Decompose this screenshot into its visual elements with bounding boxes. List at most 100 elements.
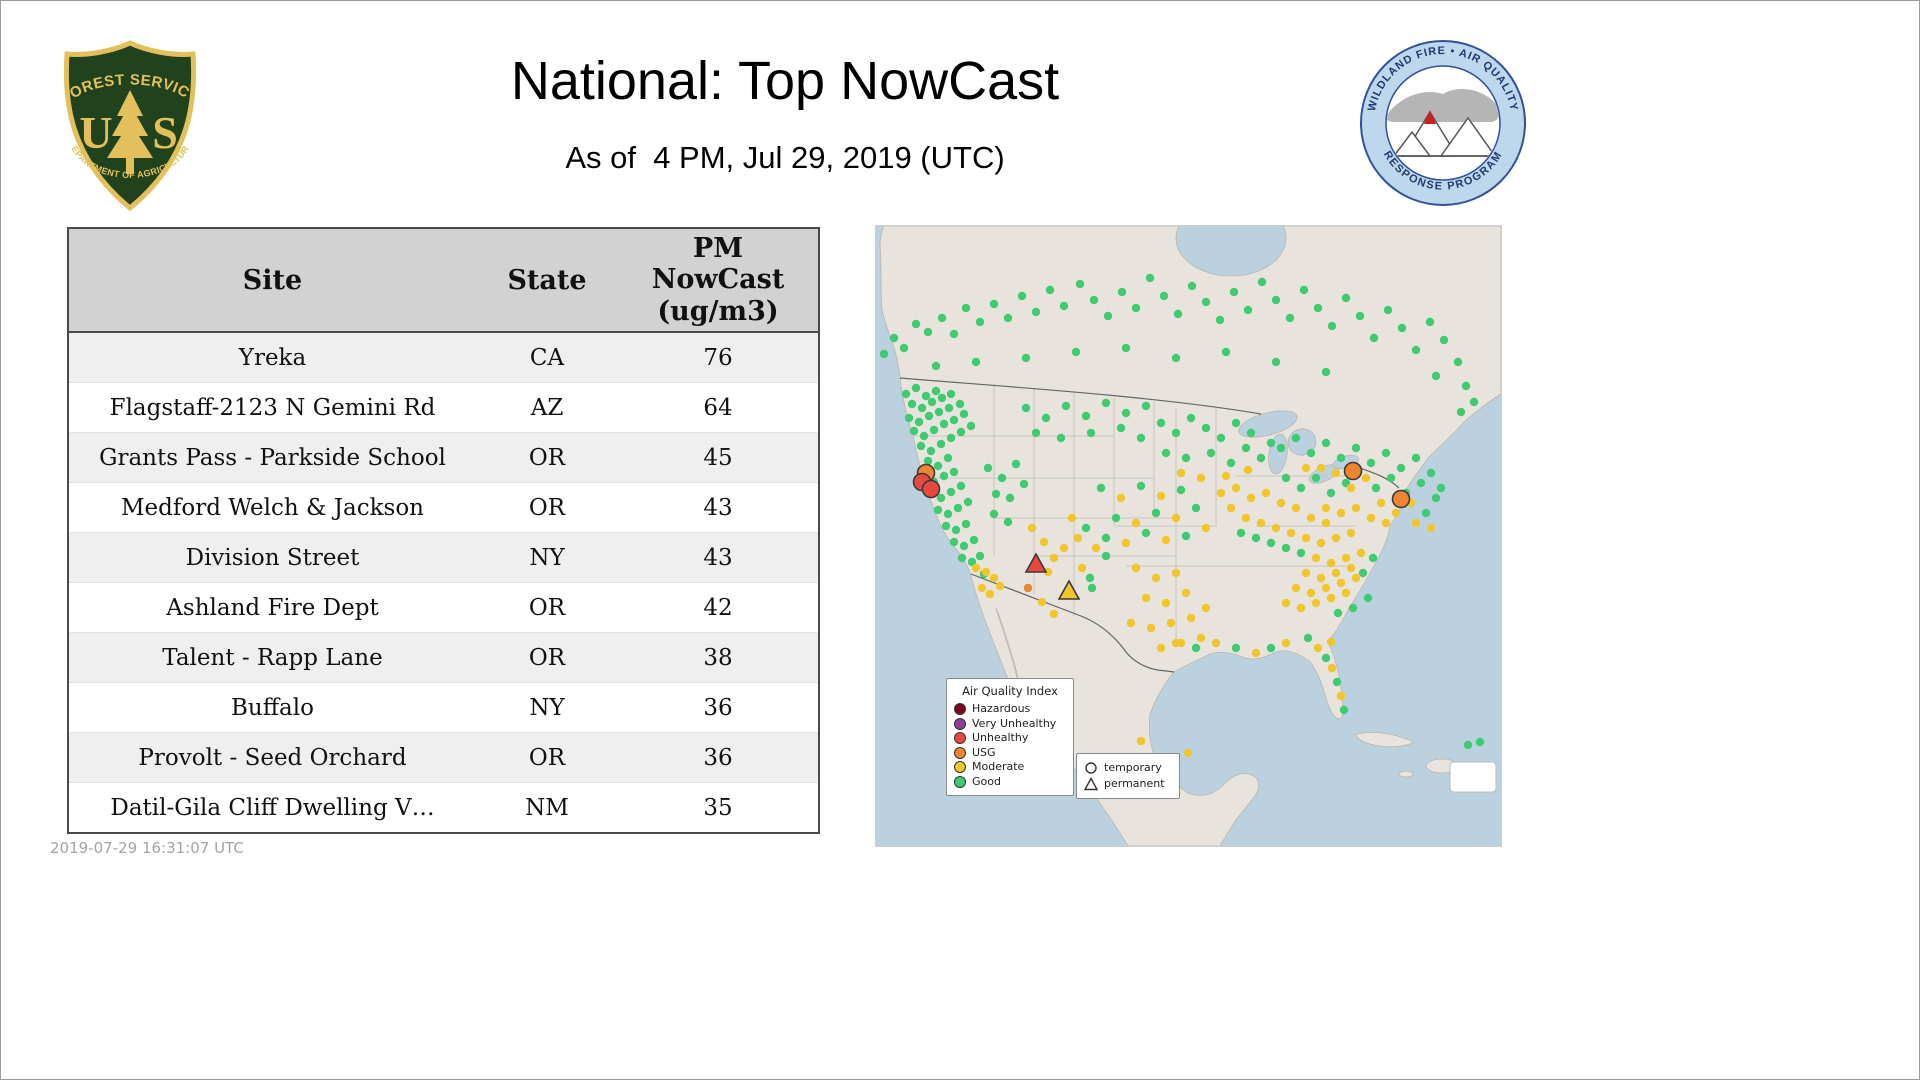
aqi-dot: [1411, 453, 1421, 463]
aqi-dot: [937, 313, 947, 323]
aqi-dot: [1251, 648, 1261, 658]
aqi-dot: [943, 509, 953, 519]
aqi-dot: [1181, 588, 1191, 598]
unhealthy-swatch-icon: [954, 732, 966, 745]
aqi-dot: [1041, 413, 1051, 423]
aqi-dot: [919, 431, 929, 441]
aqi-dot: [1286, 528, 1296, 538]
aqi-dot: [1181, 531, 1191, 541]
map-dots-layer: [879, 273, 1485, 763]
aqi-dot: [1271, 523, 1281, 533]
value-cell: 43: [618, 482, 819, 533]
aqi-dot: [1021, 403, 1031, 413]
aqi-dot: [1346, 563, 1356, 573]
aqi-dot: [923, 327, 933, 337]
aqi-dot: [924, 411, 934, 421]
aqi-dot: [1276, 498, 1286, 508]
column-header-state: State: [476, 227, 618, 333]
aqi-dot: [1067, 513, 1077, 523]
usfs-letter-s: S: [152, 107, 178, 158]
legend-label: Good: [972, 774, 1001, 788]
table-row: Datil-Gila Cliff Dwelling V… NM 35: [68, 782, 819, 834]
state-cell: CA: [476, 332, 618, 383]
aqi-dot: [1186, 613, 1196, 623]
site-cell: Datil-Gila Cliff Dwelling V…: [68, 782, 476, 834]
aqi-dot: [961, 519, 971, 529]
aqi-dot: [1136, 481, 1146, 491]
logo-inner-circle: [1385, 65, 1501, 181]
top-site-triangle-marker: [1024, 552, 1048, 573]
aqi-dot: [1425, 317, 1435, 327]
legend-label: Unhealthy: [972, 731, 1029, 744]
aqi-dot: [1226, 458, 1236, 468]
aqi-dot: [1141, 401, 1151, 411]
aqi-dot: [1045, 285, 1055, 295]
aqi-dot: [975, 317, 985, 327]
hudson-bay: [1175, 226, 1287, 277]
table-row: Talent - Rapp Lane OR 38: [68, 632, 819, 683]
aqi-dot: [1366, 458, 1376, 468]
aqi-dot: [1316, 538, 1326, 548]
aqi-dot: [967, 557, 977, 567]
aqi-dot: [1351, 443, 1361, 453]
aqi-dot: [914, 417, 924, 427]
aqi-dot: [957, 553, 967, 563]
aqi-dot: [1311, 553, 1321, 563]
aqi-dot: [1463, 740, 1473, 750]
aqi-dot: [1281, 598, 1291, 608]
aqi-dot: [1356, 548, 1366, 558]
aqi-dot: [1453, 357, 1463, 367]
aqi-dot: [1037, 597, 1047, 607]
aqi-dot: [1101, 551, 1111, 561]
value-cell: 36: [618, 682, 819, 733]
state-cell: OR: [476, 732, 618, 783]
aqi-dot: [879, 349, 889, 359]
aqi-dot: [909, 426, 919, 436]
aqi-dot: [1311, 473, 1321, 483]
aqi-dot: [1397, 323, 1407, 333]
aqi-dot: [1311, 598, 1321, 608]
aqi-dot: [1231, 483, 1241, 493]
aqi-dot: [1141, 593, 1151, 603]
table-row: Provolt - Seed Orchard OR 36: [68, 732, 819, 783]
aqi-dot: [943, 453, 953, 463]
aqi-dot: [941, 521, 951, 531]
legend-label: USG: [972, 745, 996, 759]
aqi-dot: [1303, 633, 1313, 643]
aqi-dot: [1321, 583, 1331, 593]
aqi-dot: [1191, 643, 1201, 653]
aqi-dot: [1346, 528, 1356, 538]
aqi-dot: [1236, 528, 1246, 538]
table-row: Division Street NY 43: [68, 532, 819, 583]
aqi-dot: [1156, 491, 1166, 501]
aqi-dot: [1103, 311, 1113, 321]
aqi-dot: [1226, 503, 1236, 513]
site-cell: Division Street: [68, 532, 476, 583]
aqi-dot: [989, 509, 999, 519]
aqi-dot: [1339, 705, 1349, 715]
aqi-dot: [1196, 633, 1206, 643]
aqi-dot: [1121, 408, 1131, 418]
state-cell: AZ: [476, 382, 618, 433]
aqi-dot: [1333, 608, 1343, 618]
aqi-dot: [944, 403, 954, 413]
aqi-dot: [1296, 603, 1306, 613]
table-row: Ashland Fire Dept OR 42: [68, 582, 819, 633]
aqi-dot: [1161, 535, 1171, 545]
aqi-dot: [1121, 538, 1131, 548]
marker-type-legend: temporary permanent: [1076, 753, 1180, 799]
aqi-dot: [1461, 381, 1471, 391]
aqi-dot: [1071, 347, 1081, 357]
aqi-dot: [899, 343, 909, 353]
aqi-dot: [1017, 291, 1027, 301]
aqi-dot: [1075, 279, 1085, 289]
legend-label: Hazardous: [972, 702, 1031, 715]
aqi-dot: [1469, 397, 1479, 407]
aqi-dot: [1166, 618, 1176, 628]
aqi-dot: [929, 425, 939, 435]
aqi-dot: [1475, 737, 1485, 747]
aqi-dot: [1383, 305, 1393, 315]
aqi-dot: [1366, 513, 1376, 523]
aqi-dot: [1326, 558, 1336, 568]
aqi-dot: [971, 357, 981, 367]
